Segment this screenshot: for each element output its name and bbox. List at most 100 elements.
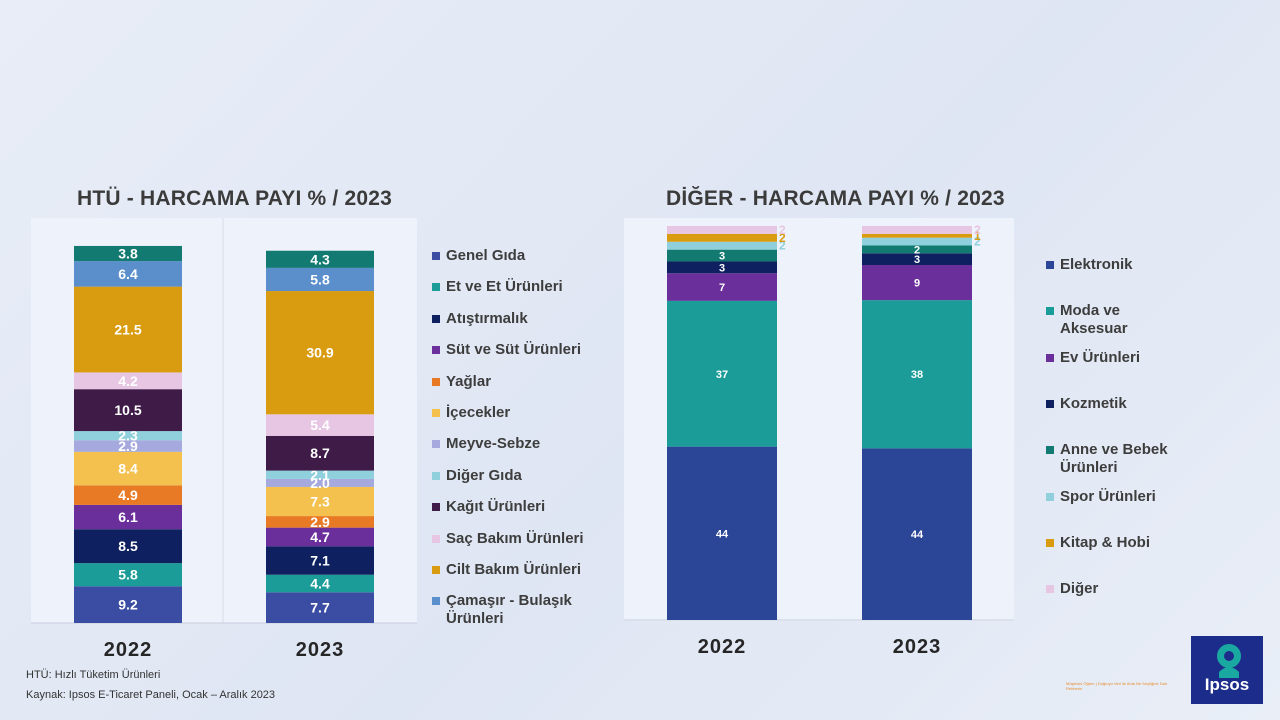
bar-segment xyxy=(667,226,777,234)
bar-segment xyxy=(74,586,182,623)
legend-swatch xyxy=(1046,492,1054,501)
diger-legend-item: Ev Ürünleri xyxy=(1046,349,1191,367)
data-label: 2.9 xyxy=(118,438,138,454)
data-label: 10.5 xyxy=(114,402,141,418)
legend-label: Genel Gıda xyxy=(446,247,526,264)
htu-legend-item: Et ve Et Ürünleri xyxy=(432,278,602,296)
legend-swatch xyxy=(432,471,440,480)
bar-segment xyxy=(667,446,777,620)
data-label: 7.7 xyxy=(310,600,330,616)
legend-label: Saç Bakım Ürünleri xyxy=(446,529,584,547)
data-label: 21.5 xyxy=(114,322,141,338)
legend-swatch xyxy=(432,597,440,606)
legend-swatch xyxy=(432,252,440,260)
htu-legend-item: İçecekler xyxy=(432,404,602,422)
legend-label: Süt ve Süt Ürünleri xyxy=(446,341,582,359)
diger-legend-item: Moda ve Aksesuar xyxy=(1046,302,1191,338)
bar-segment xyxy=(667,273,777,301)
legend-swatch xyxy=(1046,307,1054,316)
data-label: 8.5 xyxy=(118,538,138,554)
data-label: 9 xyxy=(914,278,920,290)
bar-segment xyxy=(266,291,374,415)
data-label: 2 xyxy=(779,223,786,237)
data-label: 6.1 xyxy=(118,509,138,525)
htu-legend-item: Diğer Gıda xyxy=(432,467,602,485)
legend-label: Kitap & Hobi xyxy=(1060,533,1150,551)
x-tick-label: 2022 xyxy=(698,636,747,658)
legend-label: Yağlar xyxy=(446,372,492,390)
x-tick-label: 2023 xyxy=(893,636,942,658)
data-label: 4.3 xyxy=(310,251,330,267)
legend-label: Et ve Et Ürünleri xyxy=(446,278,563,296)
bar-segment xyxy=(266,435,374,471)
htu-legend-item: Genel Gıda xyxy=(432,247,602,265)
bar-segment xyxy=(667,233,777,242)
legend-label: Cilt Bakım Ürünleri xyxy=(446,561,582,578)
legend-swatch xyxy=(432,566,440,574)
legend-label: Spor Ürünleri xyxy=(1060,487,1156,505)
bar-segment xyxy=(266,486,374,517)
legend-swatch xyxy=(432,283,440,292)
bar-segment xyxy=(74,372,182,390)
bar-segment xyxy=(266,592,374,623)
htu-legend-item: Süt ve Süt Ürünleri xyxy=(432,341,602,359)
data-label: 9.2 xyxy=(118,597,138,613)
data-label: 44 xyxy=(716,528,729,540)
bar-segment xyxy=(74,485,182,505)
legend-label: Kağıt Ürünleri xyxy=(446,498,546,516)
bar-segment xyxy=(862,245,972,254)
legend-label: Kozmetik xyxy=(1060,394,1127,412)
bar-segment xyxy=(266,516,374,528)
legend-label: Diğer Gıda xyxy=(446,466,522,484)
legend-swatch xyxy=(432,503,440,512)
data-label: 7.1 xyxy=(310,553,330,569)
legend-swatch xyxy=(1046,538,1054,547)
bar-segment xyxy=(74,451,182,486)
data-label: 8.4 xyxy=(118,461,138,477)
data-label: 5.4 xyxy=(310,417,330,433)
bar-segment xyxy=(667,241,777,250)
legend-label: İçecekler xyxy=(446,404,511,421)
bar-segment xyxy=(862,448,972,620)
bar-segment xyxy=(74,245,182,262)
bar-segment xyxy=(74,389,182,432)
bar-segment xyxy=(862,253,972,266)
bar-segment xyxy=(266,478,374,487)
legend-swatch xyxy=(432,377,440,386)
htu-legend-item: Cilt Bakım Ürünleri xyxy=(432,561,602,579)
x-tick-label: 2022 xyxy=(104,639,153,661)
htu-chart-title: HTÜ - HARCAMA PAYI % / 2023 xyxy=(77,187,393,210)
data-label: 4.7 xyxy=(310,529,330,545)
data-label: 3 xyxy=(719,262,725,274)
logo-text: Ipsos xyxy=(1204,675,1250,694)
diger-legend-item: Kozmetik xyxy=(1046,395,1191,413)
bar-segment xyxy=(266,470,374,479)
data-label: 5.8 xyxy=(118,567,138,583)
x-tick-label: 2023 xyxy=(296,639,345,661)
data-label: 30.9 xyxy=(306,345,333,361)
bar-segment xyxy=(667,261,777,274)
htu-legend-item: Çamaşır - Bulaşık Ürünleri xyxy=(432,592,602,628)
htu-legend-item: Yağlar xyxy=(432,373,602,391)
legend-label: Anne ve Bebek Ürünleri xyxy=(1060,441,1168,477)
legend-swatch xyxy=(432,314,440,323)
bar-segment xyxy=(667,249,777,262)
htu-legend-item: Meyve-Sebze xyxy=(432,435,602,453)
data-label: 38 xyxy=(911,369,923,381)
data-label: 6.4 xyxy=(118,266,138,282)
data-label: 44 xyxy=(911,529,924,541)
legend-swatch xyxy=(432,346,440,355)
diger-legend-item: Diğer xyxy=(1046,580,1191,598)
data-label: 3 xyxy=(719,251,725,263)
data-label: 1 xyxy=(974,229,981,243)
bar-segment xyxy=(74,529,182,564)
data-label: 4.4 xyxy=(310,575,330,591)
data-label: 5.8 xyxy=(310,271,330,287)
bar-segment xyxy=(74,261,182,287)
bar-segment xyxy=(862,265,972,301)
footnote-abbreviation: HTÜ: Hızlı Tüketim Ürünleri xyxy=(26,669,161,681)
data-label: 2.1 xyxy=(310,467,330,483)
legend-label: Çamaşır - Bulaşık Ürünleri xyxy=(446,592,572,628)
ipsos-logo: Ipsos xyxy=(1191,636,1263,704)
